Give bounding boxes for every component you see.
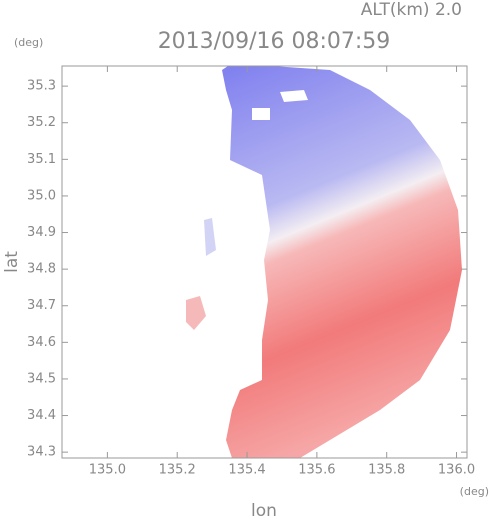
x-tick-label: 135.2	[159, 463, 196, 478]
altitude-annotation: ALT(km) 2.0	[361, 0, 462, 20]
y-tick-label: 35.1	[27, 152, 56, 167]
x-tick-label: 135.0	[89, 463, 126, 478]
y-tick-label: 34.3	[27, 445, 56, 460]
y-tick-label: 34.6	[27, 335, 56, 350]
y-axis-label: lat	[2, 251, 22, 273]
y-tick-label: 34.5	[27, 371, 56, 386]
x-tick-label: 135.4	[228, 463, 265, 478]
y-tick-label: 34.8	[27, 262, 56, 277]
x-tick-label: 135.8	[368, 463, 405, 478]
radar-field	[186, 66, 462, 458]
y-tick-label: 35.0	[27, 188, 56, 203]
y-tick-label: 34.4	[27, 408, 56, 423]
x-unit: (deg)	[460, 485, 489, 498]
y-tick-label: 34.7	[27, 298, 56, 313]
x-tick-label: 136.0	[438, 463, 475, 478]
y-tick-label: 34.9	[27, 225, 56, 240]
plot-frame	[61, 65, 468, 459]
chart-title: 2013/09/16 08:07:59	[158, 29, 391, 54]
y-tick-label: 35.3	[27, 79, 56, 94]
x-axis-label: lon	[251, 501, 277, 521]
y-unit: (deg)	[14, 36, 43, 49]
y-tick-label: 35.2	[27, 115, 56, 130]
x-tick-label: 135.6	[298, 463, 335, 478]
